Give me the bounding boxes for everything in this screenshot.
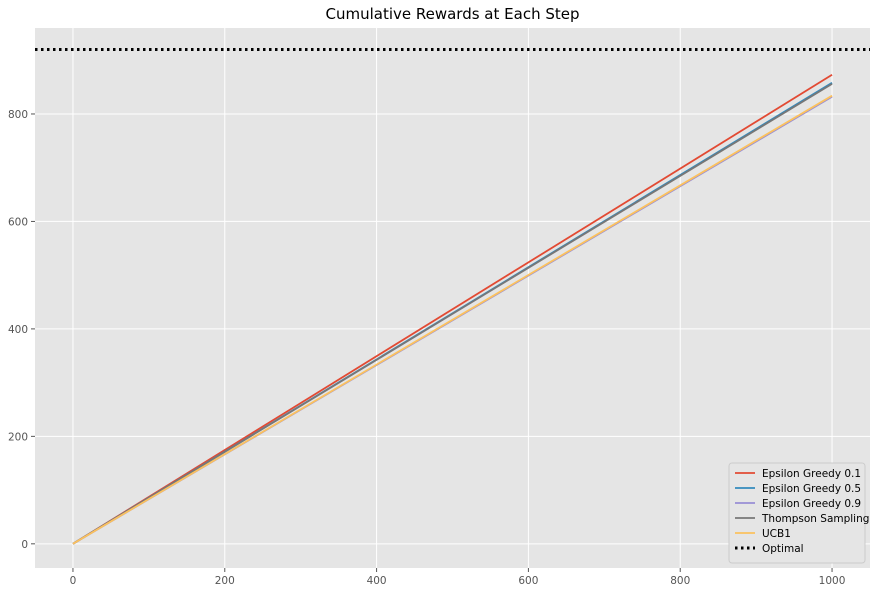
legend-label-epsilon-greedy-0-5: Epsilon Greedy 0.5 <box>762 483 861 495</box>
y-tick-label: 600 <box>8 216 28 228</box>
series-line-ucb1 <box>72 94 833 545</box>
x-tick-label: 400 <box>367 575 387 587</box>
y-tick-label: 0 <box>21 539 28 551</box>
y-tick-label: 400 <box>8 324 28 336</box>
series-line-thompson-sampling <box>72 83 833 545</box>
y-tick-label: 200 <box>8 431 28 443</box>
x-tick-label: 1000 <box>819 575 846 587</box>
legend: Epsilon Greedy 0.1 Epsilon Greedy 0.5 Epsi… <box>728 462 869 564</box>
series-line-epsilon-greedy-0-1 <box>72 73 833 545</box>
x-tick-label: 0 <box>70 575 77 587</box>
legend-label-ucb1: UCB1 <box>762 528 791 540</box>
x-tick-label: 600 <box>518 575 538 587</box>
x-tick-label: 200 <box>215 575 235 587</box>
y-tick-label: 800 <box>8 109 28 121</box>
legend-label-thompson-sampling: Thompson Sampling <box>761 513 869 525</box>
chart-title: Cumulative Rewards at Each Step <box>325 5 579 23</box>
x-tick-label: 800 <box>670 575 690 587</box>
plot-series-group <box>35 47 870 545</box>
legend-label-epsilon-greedy-0-1: Epsilon Greedy 0.1 <box>762 468 861 480</box>
legend-label-epsilon-greedy-0-9: Epsilon Greedy 0.9 <box>762 498 861 510</box>
legend-box <box>728 462 866 564</box>
legend-label-optimal: Optimal <box>762 543 804 555</box>
